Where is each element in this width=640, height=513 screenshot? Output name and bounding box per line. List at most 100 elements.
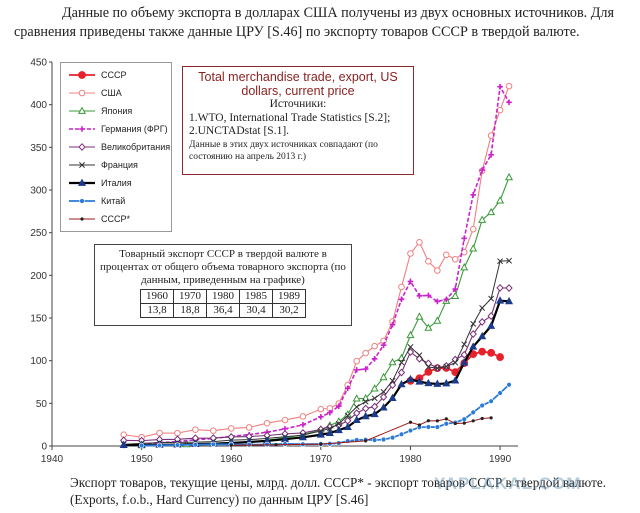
share-year-4: 1989 — [272, 289, 306, 304]
legend-label-5: Франция — [101, 160, 138, 170]
series-5-point-24 — [434, 365, 441, 372]
legend-marker-6 — [77, 178, 87, 186]
share-table-values-row: 13,8 18,8 36,4 30,4 30,2 — [140, 303, 306, 318]
series-1-point-2 — [156, 429, 163, 437]
series-7-point-24 — [443, 421, 450, 427]
series-7-point-28 — [479, 402, 485, 409]
series-2-point-23 — [460, 263, 469, 271]
series-5-point-16 — [362, 398, 369, 405]
legend-swatch-5 — [69, 162, 95, 168]
series-7-point-20 — [407, 427, 414, 434]
share-table-title: Товарный экспорт СССР в твердой валюте в… — [100, 248, 346, 286]
share-value-2: 36,4 — [206, 303, 240, 318]
series-6-point-32 — [504, 296, 514, 305]
series-1-point-32 — [505, 82, 513, 90]
legend-label-1: США — [101, 88, 122, 98]
series-1-point-11 — [317, 405, 325, 413]
series-1-point-6 — [227, 425, 235, 432]
series-8-point-7 — [435, 419, 439, 423]
x-tick-label-5: 1990 — [489, 454, 512, 465]
series-5-point-27 — [461, 341, 468, 348]
series-5-point-32 — [506, 257, 512, 264]
y-tick-label-4: 200 — [30, 271, 47, 282]
series-8-point-4 — [408, 420, 413, 424]
series-4-point-27 — [460, 350, 468, 359]
series-2-point-15 — [388, 357, 397, 366]
series-2-point-19 — [424, 323, 433, 331]
series-4-point-29 — [478, 317, 486, 326]
series-1-point-7 — [245, 424, 253, 431]
series-2-point-22 — [451, 291, 460, 300]
series-7-point-2 — [174, 442, 181, 448]
series-2-point-27 — [496, 196, 505, 204]
series-2-point-17 — [406, 330, 415, 339]
legend-marker-0 — [78, 71, 86, 79]
series-3-point-23 — [425, 292, 432, 299]
series-8-point-9 — [453, 421, 457, 426]
y-tick-label-5: 250 — [30, 228, 47, 239]
sources-label: Источники: — [269, 98, 327, 110]
legend-label-2: Япония — [101, 106, 133, 116]
series-5-point-26 — [452, 359, 459, 366]
series-8-point-3 — [364, 439, 368, 443]
series-6-point-25 — [442, 379, 451, 387]
series-3-point-22 — [416, 293, 423, 299]
series-5-point-18 — [380, 388, 387, 395]
legend: СССР США Япония Германия (ФРГ) Великобритани… — [60, 62, 172, 232]
series-2-point-26 — [487, 207, 496, 216]
series-4-point-20 — [397, 368, 406, 377]
series-6-point-18 — [379, 403, 388, 411]
series-4-point-18 — [379, 393, 388, 401]
series-7-point-31 — [506, 382, 512, 388]
series-2-point-11 — [352, 394, 361, 402]
legend-marker-3 — [79, 126, 85, 132]
series-5-point-15 — [353, 403, 360, 410]
share-value-4: 30,2 — [272, 303, 306, 318]
legend-swatch-2 — [69, 106, 95, 114]
legend-marker-8 — [80, 217, 84, 221]
series-6-point-31 — [496, 296, 505, 304]
series-2-point-28 — [504, 172, 514, 181]
legend-swatch-0 — [69, 71, 95, 79]
series-1-point-16 — [362, 349, 369, 357]
legend-marker-1 — [78, 89, 86, 97]
series-6-point-0 — [119, 440, 128, 448]
legend-label-0: СССР — [101, 70, 127, 80]
series-3-point-27 — [461, 235, 468, 242]
series-6-point-17 — [370, 409, 379, 418]
share-year-3: 1985 — [239, 289, 273, 304]
series-4-point-30 — [487, 312, 495, 320]
legend-label-4: Великобритания — [101, 142, 171, 152]
series-1-point-26 — [451, 255, 459, 263]
series-3-point-30 — [488, 152, 494, 158]
series-1-point-28 — [469, 225, 477, 233]
series-8-point-12 — [480, 416, 484, 421]
series-6-point-20 — [397, 379, 406, 388]
series-1-point-5 — [210, 427, 217, 435]
series-1-point-3 — [174, 429, 181, 437]
share-table: 1960 1970 1980 1985 1989 13,8 18,8 36,4 30,4 30,… — [140, 289, 306, 318]
legend-marker-2 — [77, 106, 87, 114]
share-table-box: Товарный экспорт СССР в твердой валюте в… — [94, 244, 352, 326]
series-5-point-13 — [335, 420, 342, 427]
series-1-point-17 — [371, 342, 378, 350]
y-tick-label-2: 100 — [30, 356, 47, 367]
series-7-point-17 — [380, 436, 387, 443]
series-7-point-26 — [461, 416, 467, 422]
x-tick-label-1: 1950 — [130, 454, 153, 465]
x-tick-label-4: 1980 — [399, 454, 422, 465]
series-3-point-13 — [335, 403, 342, 409]
sources-title: Total merchandise trade, export, US doll… — [198, 70, 398, 98]
series-4-point-31 — [496, 283, 504, 292]
series-3-point-31 — [497, 83, 503, 90]
share-value-0: 13,8 — [140, 303, 174, 318]
series-6-point-13 — [334, 425, 343, 434]
series-6-point-11 — [316, 430, 325, 438]
series-5-point-28 — [470, 320, 477, 327]
series-6-point-28 — [469, 342, 478, 350]
series-5-point-12 — [326, 425, 333, 432]
series-1-point-24 — [434, 267, 441, 274]
series-1-point-10 — [299, 413, 307, 420]
series-2-point-13 — [370, 384, 379, 392]
series-8-point-10 — [462, 421, 466, 425]
